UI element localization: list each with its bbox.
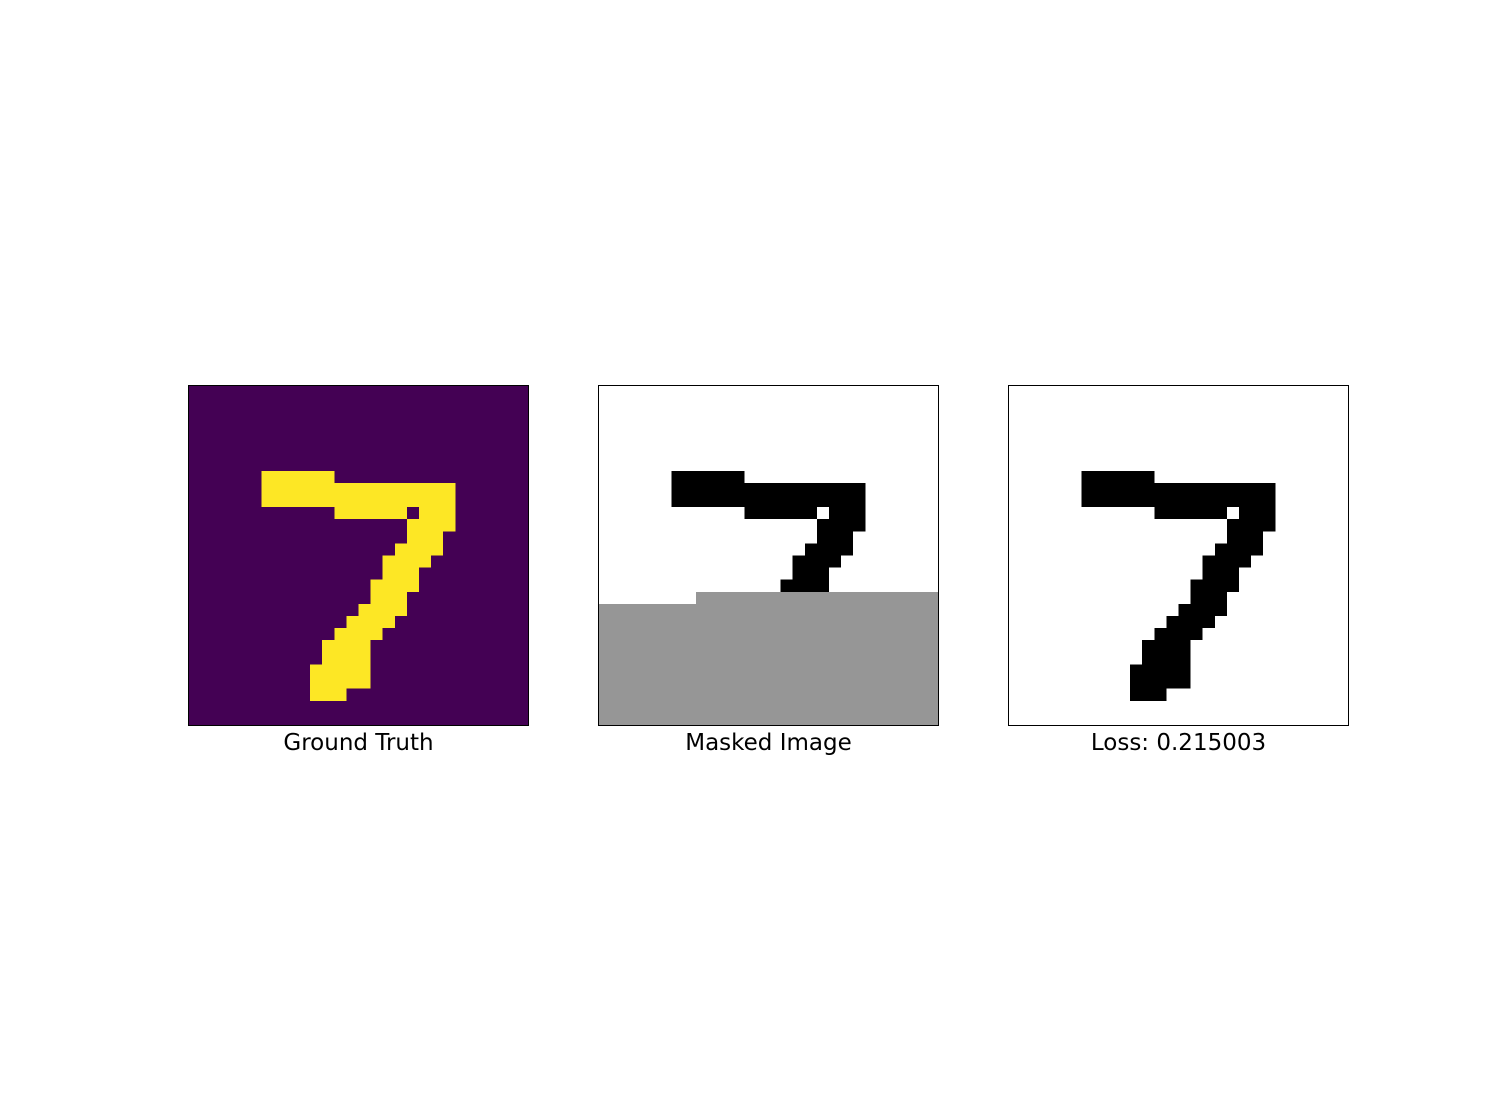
digit-stroke-pixel <box>756 507 817 520</box>
digit-stroke-pixel <box>370 591 407 604</box>
digit-stroke-pixel <box>1130 688 1167 701</box>
mask-region <box>599 603 938 725</box>
digit-stroke-pixel <box>1154 507 1167 520</box>
digit-stroke-pixel <box>1130 664 1191 677</box>
digit-stroke-pixel <box>1142 640 1191 653</box>
digit-stroke-pixel <box>671 494 866 508</box>
digit-stroke-pixel <box>1178 603 1227 617</box>
digit-stroke-pixel <box>261 494 456 508</box>
reconstruction-image <box>1008 385 1349 726</box>
digit-stroke-pixel <box>1239 507 1276 520</box>
digit-stroke-pixel <box>1166 616 1215 629</box>
pixel-grid <box>1009 386 1348 725</box>
digit-stroke-pixel <box>804 543 854 556</box>
pixel-grid <box>599 386 938 725</box>
digit-stroke-pixel <box>322 652 371 665</box>
digit-stroke-pixel <box>334 628 383 641</box>
digit-stroke-pixel <box>419 507 456 520</box>
ground-truth-image <box>188 385 529 726</box>
digit-stroke-pixel <box>1081 494 1276 508</box>
digit-stroke-pixel <box>358 603 407 617</box>
digit-stroke-pixel <box>1081 482 1276 495</box>
digit-stroke-pixel <box>780 579 830 592</box>
digit-stroke-pixel <box>382 567 420 580</box>
digit-stroke-pixel <box>1190 579 1240 592</box>
digit-stroke-pixel <box>744 507 757 520</box>
digit-stroke-pixel <box>406 531 444 544</box>
digit-stroke-pixel <box>816 519 866 532</box>
digit-stroke-pixel <box>792 555 842 568</box>
digit-stroke-pixel <box>1190 591 1227 604</box>
digit-stroke-pixel <box>310 664 371 677</box>
loss-title: Loss: 0.215003 <box>1090 730 1267 756</box>
digit-stroke-pixel <box>261 482 456 495</box>
masked-image <box>598 385 939 726</box>
digit-stroke-pixel <box>394 543 444 556</box>
digit-stroke-pixel <box>1166 507 1227 520</box>
digit-stroke-pixel <box>406 519 456 532</box>
pixel-grid <box>189 386 528 725</box>
ground-truth-title: Ground Truth <box>283 730 434 756</box>
digit-stroke-pixel <box>1226 519 1276 532</box>
digit-stroke-pixel <box>1214 543 1264 556</box>
digit-stroke-pixel <box>1226 531 1264 544</box>
digit-stroke-pixel <box>829 507 866 520</box>
digit-stroke-pixel <box>1202 567 1240 580</box>
digit-stroke-pixel <box>334 507 347 520</box>
digit-stroke-pixel <box>310 688 347 701</box>
digit-stroke-pixel <box>671 482 866 495</box>
digit-stroke-pixel <box>1202 555 1252 568</box>
digit-stroke-pixel <box>1154 628 1203 641</box>
digit-stroke-pixel <box>1081 470 1155 483</box>
digit-stroke-pixel <box>261 470 335 483</box>
digit-stroke-pixel <box>1130 676 1191 689</box>
digit-stroke-pixel <box>792 567 830 580</box>
masked-image-title: Masked Image <box>685 730 852 756</box>
digit-stroke-pixel <box>346 616 395 629</box>
digit-stroke-pixel <box>671 470 745 483</box>
digit-stroke-pixel <box>1142 652 1191 665</box>
digit-stroke-pixel <box>310 676 371 689</box>
digit-stroke-pixel <box>816 531 854 544</box>
digit-stroke-pixel <box>370 579 420 592</box>
digit-stroke-pixel <box>322 640 371 653</box>
digit-stroke-pixel <box>382 555 432 568</box>
digit-stroke-pixel <box>346 507 407 520</box>
